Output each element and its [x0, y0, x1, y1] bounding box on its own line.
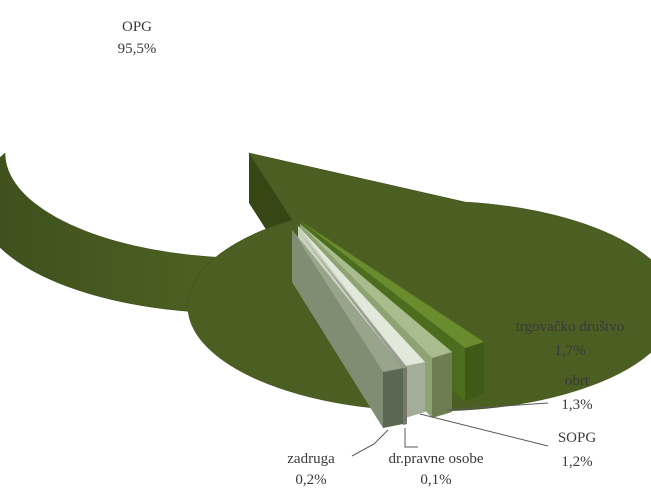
label-dr-pravne-osobe-value: 0,1%: [420, 472, 451, 488]
leader-line-sopg: [419, 413, 549, 447]
slice-opg-top: [187, 152, 651, 412]
slice-obrt-top: [299, 223, 453, 359]
label-zadruga-value: 0,2%: [295, 472, 326, 488]
slice-zadruga-top: [291, 229, 404, 373]
leader-line-obrt: [446, 402, 549, 411]
label-sopg-name: SOPG: [558, 430, 597, 446]
slice-dr-pravne-osobe-side: [403, 367, 407, 425]
label-opg-name: OPG: [122, 19, 152, 35]
leader-line-dr-pravne-osobe: [404, 428, 418, 448]
slice-zadruga-wall: [292, 230, 383, 428]
leader-line-zadruga: [351, 429, 389, 457]
slice-trgovacko-drustvo-top: [301, 221, 485, 349]
slice-dr-pravne-osobe: [296, 228, 407, 425]
slice-obrt-side: [432, 352, 452, 418]
slice-dr-pravne-osobe-top: [296, 228, 407, 368]
label-dr-pravne-osobe-name: dr.pravne osobe: [389, 451, 484, 467]
label-zadruga-name: zadruga: [287, 451, 335, 467]
slice-zadruga-side: [383, 368, 403, 428]
label-opg-value: 95,5%: [118, 41, 157, 57]
label-obrt-value: 1,3%: [561, 397, 592, 413]
label-obrt-name: obrt: [565, 373, 590, 389]
label-trgovacko-drustvo-name: trgovačko društvo: [516, 319, 624, 335]
label-trgovacko-drustvo-value: 1,7%: [554, 343, 585, 359]
slice-sopg-side: [405, 362, 425, 418]
label-sopg-value: 1,2%: [561, 454, 592, 470]
slice-zadruga: [291, 229, 404, 428]
slice-trgovacko-drustvo-side: [465, 342, 484, 401]
slice-sopg-top: [297, 225, 426, 367]
